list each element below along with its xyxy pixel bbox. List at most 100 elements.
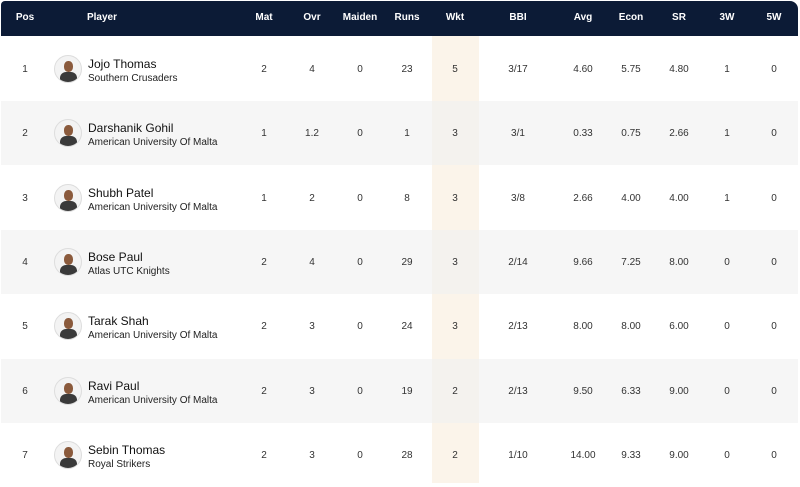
cell-sr: 4.80 (669, 64, 689, 75)
cell-mat: 2 (261, 321, 267, 333)
column-header-avg[interactable]: Avg (573, 12, 593, 23)
column-header-runs[interactable]: Runs (394, 12, 420, 23)
cell-ovr: 4 (309, 256, 315, 268)
cell-maiden: 0 (357, 256, 363, 268)
cell-ovr: 4 (309, 64, 315, 75)
player-name[interactable]: Bose Paul (88, 249, 143, 264)
cell-econ: 0.75 (621, 128, 641, 140)
cell-bbi: 2/13 (508, 385, 528, 397)
cell-bbi: 2/13 (508, 321, 528, 333)
cell-avg: 9.66 (573, 256, 593, 268)
player-name[interactable]: Tarak Shah (88, 314, 149, 329)
player-name[interactable]: Sebin Thomas (88, 442, 166, 457)
cell-runs: 24 (401, 321, 413, 333)
player-name[interactable]: Darshanik Gohil (88, 121, 174, 136)
table-header: Pos Player Mat Ovr Maiden Runs Wkt BBI Avg Econ SR… (1, 1, 798, 36)
cell-w5: 0 (771, 256, 777, 268)
player-name[interactable]: Jojo Thomas (88, 57, 157, 71)
column-header-econ[interactable]: Econ (618, 12, 644, 23)
cell-w3: 0 (724, 385, 730, 397)
cell-w5: 0 (771, 128, 777, 140)
table-row[interactable]: Ravi Paul American University Of Malta 6 2… (1, 358, 798, 423)
table-row[interactable]: Shubh Patel American University Of Malta… (1, 166, 798, 230)
cell-wkt: 3 (452, 128, 458, 140)
cell-pos: 1 (22, 64, 28, 75)
cell-bbi: 2/14 (508, 256, 528, 268)
column-header-sr[interactable]: SR (672, 12, 686, 23)
column-header-ovr[interactable]: Ovr (303, 12, 321, 23)
cell-pos: 4 (22, 256, 28, 268)
cell-w5: 0 (771, 192, 777, 204)
team-name: American University Of Malta (88, 394, 218, 406)
cell-ovr: 3 (309, 385, 315, 397)
team-name: American University Of Malta (88, 201, 218, 213)
cell-mat: 2 (261, 385, 267, 397)
cell-w3: 1 (724, 192, 730, 204)
cell-pos: 6 (22, 385, 28, 397)
cell-pos: 7 (22, 449, 28, 461)
cell-wkt: 3 (452, 256, 458, 268)
cell-sr: 9.00 (669, 385, 689, 397)
column-header-wkt[interactable]: Wkt (445, 12, 465, 23)
cell-runs: 23 (401, 64, 413, 75)
cell-w5: 0 (771, 64, 777, 75)
table-row[interactable]: Darshanik Gohil American University Of M… (1, 101, 798, 166)
team-name: American University Of Malta (88, 137, 218, 149)
cell-sr: 4.00 (669, 192, 689, 204)
column-header-pos[interactable]: Pos (15, 12, 35, 23)
team-name: American University Of Malta (88, 330, 218, 342)
cell-wkt: 2 (452, 449, 458, 461)
team-name: Atlas UTC Knights (88, 265, 170, 277)
cell-mat: 1 (261, 128, 267, 140)
cell-maiden: 0 (357, 321, 363, 333)
avatar (54, 119, 82, 148)
cell-runs: 8 (404, 192, 410, 204)
cell-runs: 1 (404, 128, 410, 140)
table-row[interactable]: Sebin Thomas Royal Strikers 7 2 3 0 28 2 1/10 14… (1, 423, 798, 487)
cell-w3: 1 (724, 64, 730, 75)
cell-w3: 0 (724, 256, 730, 268)
cell-w5: 0 (771, 385, 777, 397)
avatar (54, 55, 82, 83)
cell-econ: 6.33 (621, 385, 641, 397)
column-header-maiden[interactable]: Maiden (342, 12, 378, 23)
cell-bbi: 3/1 (511, 128, 525, 140)
cell-mat: 2 (261, 256, 267, 268)
table-row[interactable]: Tarak Shah American University Of Malta 5… (1, 294, 798, 358)
column-header-mat[interactable]: Mat (255, 12, 273, 23)
avatar (54, 312, 82, 341)
column-header-bbi[interactable]: BBI (509, 12, 527, 23)
cell-econ: 9.33 (621, 449, 641, 461)
cell-wkt: 5 (452, 64, 458, 75)
cell-runs: 19 (401, 385, 413, 397)
table-row[interactable]: Bose Paul Atlas UTC Knights 4 2 4 0 29 3 2/14 9.… (1, 229, 798, 294)
avatar (54, 247, 82, 276)
cell-bbi: 3/8 (511, 192, 525, 204)
avatar (54, 183, 82, 212)
cell-maiden: 0 (357, 385, 363, 397)
cell-w5: 0 (771, 321, 777, 333)
cell-avg: 4.60 (573, 64, 593, 75)
cell-avg: 0.33 (573, 128, 593, 140)
column-header-5w[interactable]: 5W (766, 12, 782, 23)
team-name: Southern Crusaders (88, 73, 178, 84)
column-header-3w[interactable]: 3W (719, 12, 735, 23)
cell-w3: 1 (724, 128, 730, 140)
cell-maiden: 0 (357, 128, 363, 140)
cell-wkt: 3 (452, 192, 458, 204)
avatar (54, 440, 82, 469)
table-row[interactable]: Jojo Thomas Southern Crusaders 1 2 4 0 23 5 3/1… (1, 37, 798, 101)
cell-bbi: 3/17 (508, 64, 528, 75)
cell-wkt: 3 (452, 321, 458, 333)
column-header-player[interactable]: Player (86, 12, 118, 23)
cell-w3: 0 (724, 449, 730, 461)
cell-econ: 4.00 (621, 192, 641, 204)
cell-ovr: 3 (309, 449, 315, 461)
cell-sr: 6.00 (669, 321, 689, 333)
team-name: Royal Strikers (88, 458, 151, 470)
cell-maiden: 0 (357, 449, 363, 461)
cell-mat: 1 (261, 192, 267, 204)
player-name[interactable]: Ravi Paul (88, 378, 140, 393)
cell-mat: 2 (261, 64, 267, 75)
player-name[interactable]: Shubh Patel (88, 185, 154, 200)
